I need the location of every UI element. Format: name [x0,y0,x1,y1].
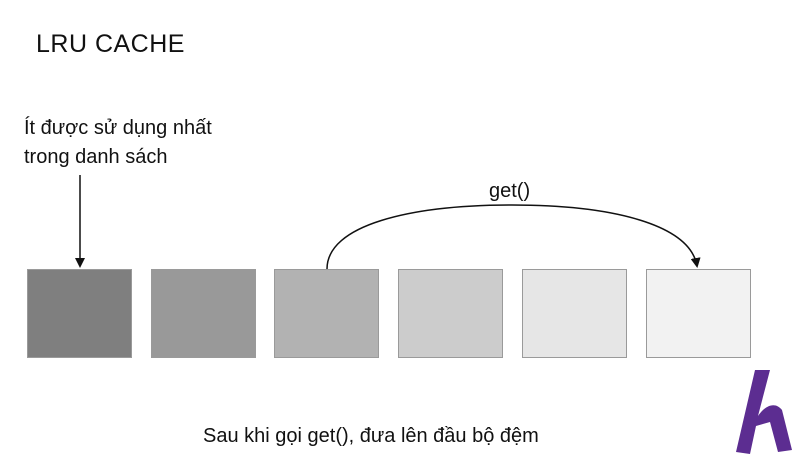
cache-block-4 [398,269,503,358]
least-used-label: Ít được sử dụng nhất trong danh sách [24,114,212,172]
get-label: get() [489,180,531,202]
cache-block-6 [646,269,751,358]
page-title: LRU CACHE [36,30,185,58]
least-used-label-line2: trong danh sách [24,146,168,168]
cache-block-1 [27,269,132,358]
cache-block-2 [151,269,256,358]
cache-block-5 [522,269,627,358]
h-logo-shape [736,370,792,454]
cache-block-3 [274,269,379,358]
least-used-label-line1: Ít được sử dụng nhất [24,117,212,139]
caption: Sau khi gọi get(), đưa lên đầu bộ đệm [203,425,539,447]
h-logo-icon [736,370,792,454]
